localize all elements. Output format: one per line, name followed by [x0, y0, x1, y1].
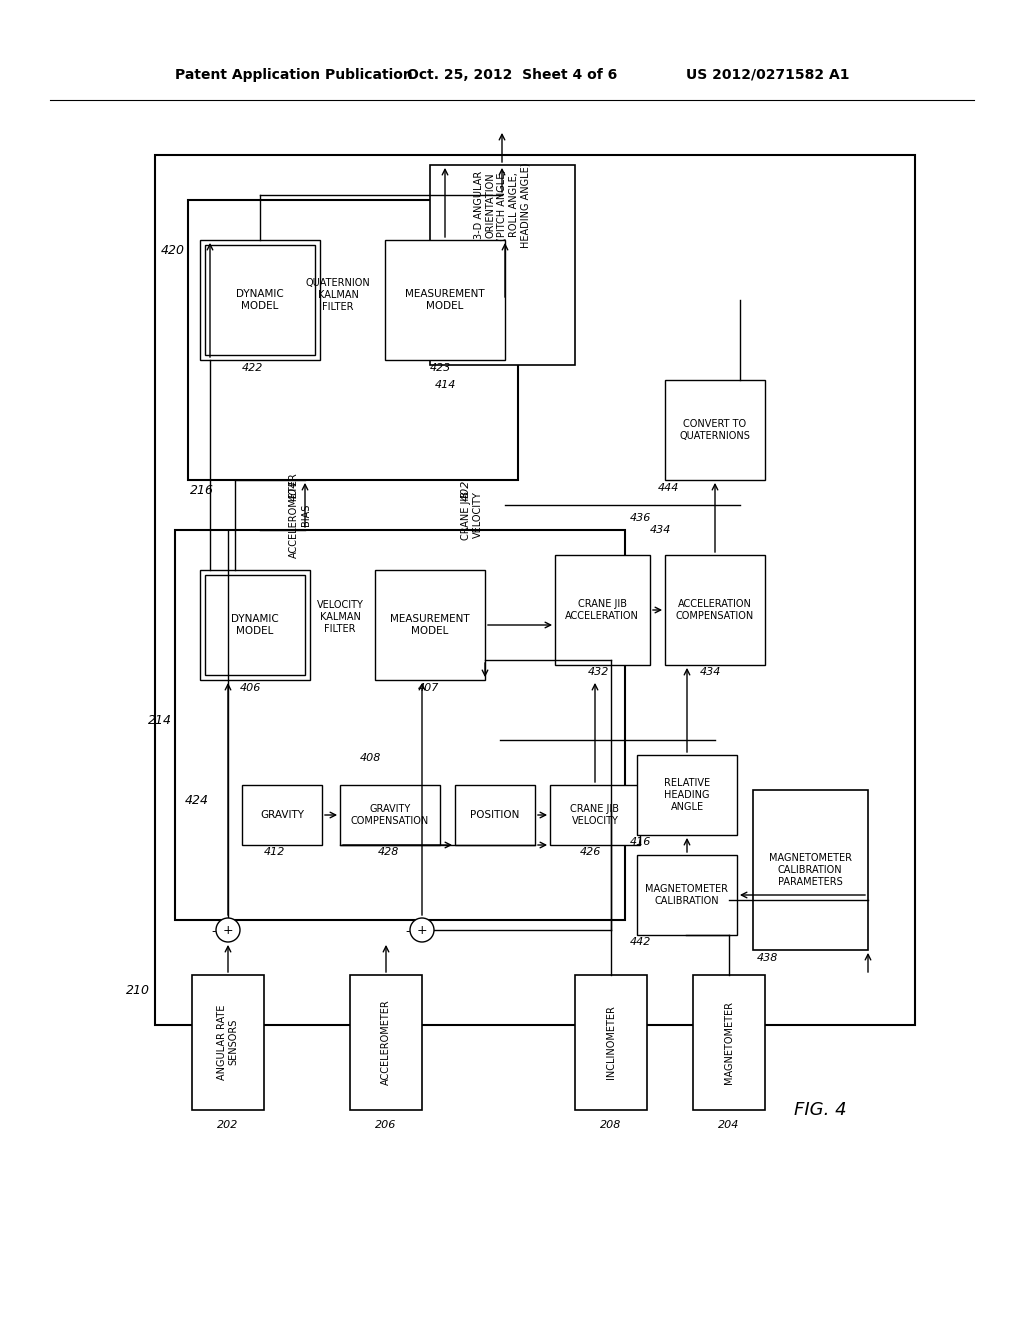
- Text: 422: 422: [242, 363, 263, 374]
- Text: -: -: [406, 925, 411, 939]
- Bar: [350, 975, 422, 1110]
- Bar: [637, 855, 737, 935]
- Bar: [155, 154, 915, 1026]
- Text: FIG. 4: FIG. 4: [794, 1101, 846, 1119]
- Text: 408: 408: [359, 752, 381, 763]
- Text: 424: 424: [185, 793, 209, 807]
- Text: 432: 432: [588, 667, 608, 677]
- Bar: [637, 755, 737, 836]
- Bar: [175, 531, 625, 920]
- Text: 434: 434: [649, 525, 671, 535]
- Text: CRANE JIB
VELOCITY: CRANE JIB VELOCITY: [570, 804, 620, 826]
- Text: 406: 406: [240, 682, 261, 693]
- Text: Oct. 25, 2012  Sheet 4 of 6: Oct. 25, 2012 Sheet 4 of 6: [407, 69, 617, 82]
- Text: QUATERNION
KALMAN
FILTER: QUATERNION KALMAN FILTER: [305, 279, 371, 312]
- Text: DYNAMIC
MODEL: DYNAMIC MODEL: [231, 614, 279, 636]
- Text: Patent Application Publication: Patent Application Publication: [175, 69, 413, 82]
- Text: 404: 404: [289, 479, 299, 500]
- Bar: [200, 240, 319, 360]
- Text: 202: 202: [217, 1119, 239, 1130]
- Text: 434: 434: [699, 667, 721, 677]
- Bar: [242, 785, 322, 845]
- Text: ANGULAR RATE
SENSORS: ANGULAR RATE SENSORS: [217, 1005, 239, 1080]
- Text: 414: 414: [435, 380, 457, 389]
- Text: DYNAMIC
MODEL: DYNAMIC MODEL: [237, 289, 284, 310]
- Text: 420: 420: [161, 243, 185, 256]
- Text: 214: 214: [148, 714, 172, 726]
- Text: 208: 208: [600, 1119, 622, 1130]
- Bar: [665, 380, 765, 480]
- Bar: [693, 975, 765, 1110]
- Bar: [753, 789, 868, 950]
- Text: -: -: [212, 925, 216, 939]
- Text: ACCELERATION
COMPENSATION: ACCELERATION COMPENSATION: [676, 599, 754, 620]
- Bar: [550, 785, 640, 845]
- Text: CRANE JIB
VELOCITY: CRANE JIB VELOCITY: [461, 491, 482, 540]
- Text: INCLINOMETER: INCLINOMETER: [606, 1005, 616, 1078]
- Text: 204: 204: [718, 1119, 739, 1130]
- Text: 436: 436: [630, 513, 650, 523]
- Text: 423: 423: [429, 363, 451, 374]
- Text: ACCELEROMETER: ACCELEROMETER: [381, 999, 391, 1085]
- Text: 206: 206: [376, 1119, 396, 1130]
- Text: RELATIVE
HEADING
ANGLE: RELATIVE HEADING ANGLE: [664, 779, 710, 812]
- Text: 444: 444: [657, 483, 679, 492]
- Text: CONVERT TO
QUATERNIONS: CONVERT TO QUATERNIONS: [680, 420, 751, 441]
- Text: 428: 428: [377, 847, 398, 857]
- Text: 442: 442: [630, 937, 650, 946]
- Bar: [340, 785, 440, 845]
- Text: POSITION: POSITION: [470, 810, 520, 820]
- Text: 3-D ANGULAR
ORIENTATION
(PITCH ANGLE,
ROLL ANGLE,
HEADING ANGLE): 3-D ANGULAR ORIENTATION (PITCH ANGLE, RO…: [474, 162, 530, 248]
- Text: ACCELEROMETER
BIAS: ACCELEROMETER BIAS: [289, 473, 311, 558]
- Bar: [555, 554, 650, 665]
- Bar: [385, 240, 505, 360]
- Text: GRAVITY
COMPENSATION: GRAVITY COMPENSATION: [351, 804, 429, 826]
- Text: 438: 438: [757, 953, 778, 964]
- Bar: [430, 165, 575, 366]
- Bar: [205, 246, 315, 355]
- Text: 416: 416: [630, 837, 650, 847]
- Text: 426: 426: [580, 847, 601, 857]
- Bar: [665, 554, 765, 665]
- Text: 407: 407: [418, 682, 438, 693]
- Text: MAGNETOMETER: MAGNETOMETER: [724, 1001, 734, 1084]
- Text: US 2012/0271582 A1: US 2012/0271582 A1: [686, 69, 850, 82]
- Bar: [193, 975, 264, 1110]
- Text: VELOCITY
KALMAN
FILTER: VELOCITY KALMAN FILTER: [316, 601, 364, 634]
- Text: 412: 412: [263, 847, 285, 857]
- Text: 402: 402: [461, 479, 471, 500]
- Text: +: +: [417, 924, 427, 936]
- Text: 210: 210: [126, 983, 150, 997]
- Circle shape: [216, 917, 240, 942]
- Bar: [455, 785, 535, 845]
- Text: +: +: [222, 924, 233, 936]
- Text: MAGNETOMETER
CALIBRATION
PARAMETERS: MAGNETOMETER CALIBRATION PARAMETERS: [768, 854, 852, 887]
- Text: MEASUREMENT
MODEL: MEASUREMENT MODEL: [406, 289, 484, 310]
- Bar: [188, 201, 518, 480]
- Text: CRANE JIB
ACCELERATION: CRANE JIB ACCELERATION: [565, 599, 639, 620]
- Text: 216: 216: [190, 483, 214, 496]
- Text: MEASUREMENT
MODEL: MEASUREMENT MODEL: [390, 614, 470, 636]
- Bar: [205, 576, 305, 675]
- Bar: [375, 570, 485, 680]
- Bar: [200, 570, 310, 680]
- Text: GRAVITY: GRAVITY: [260, 810, 304, 820]
- Circle shape: [410, 917, 434, 942]
- Text: MAGNETOMETER
CALIBRATION: MAGNETOMETER CALIBRATION: [645, 884, 728, 906]
- Bar: [575, 975, 647, 1110]
